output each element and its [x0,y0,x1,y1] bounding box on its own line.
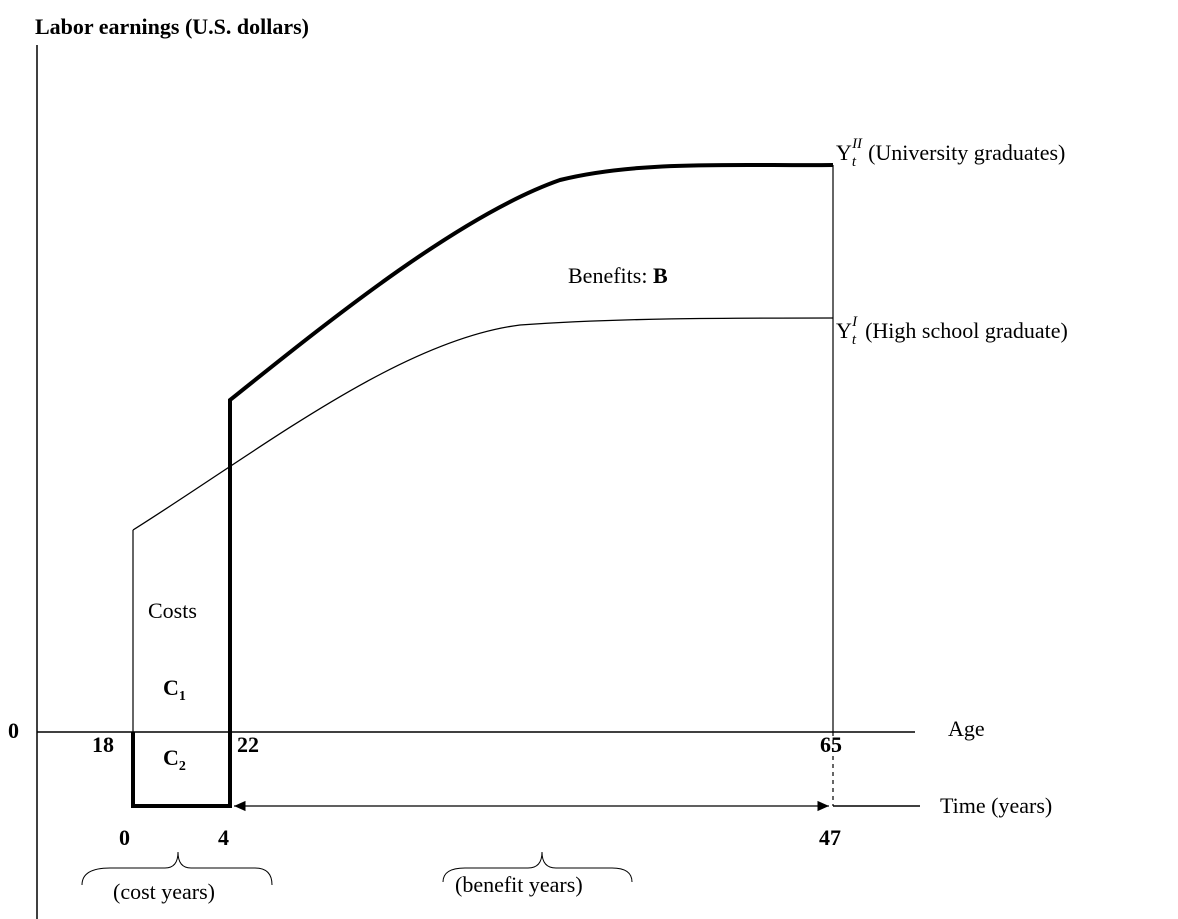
hs-curve [132,317,834,531]
c1: C1 [163,675,186,704]
uni-curve [131,162,834,808]
benefit-years: (benefit years) [455,872,583,897]
benefits: Benefits: B [568,263,668,288]
time-label: Time (years) [940,793,1052,818]
cost-brace [81,851,273,886]
age-tick: 65 [820,732,842,757]
age-tick: 22 [237,732,259,757]
benefit-brace [442,851,633,883]
age-tick: 18 [92,732,114,757]
time-tick: 0 [119,825,130,850]
uni-label: YtII (University graduates) [836,136,1065,170]
time-tick: 4 [218,825,229,850]
cost-years: (cost years) [113,879,215,904]
hs-label: YtI (High school graduate) [836,314,1068,348]
time-tick: 47 [819,825,841,850]
age-label: Age [948,716,985,741]
title: Labor earnings (U.S. dollars) [35,14,309,39]
y-origin: 0 [8,718,19,743]
c2: C2 [163,745,186,774]
costs: Costs [148,598,197,623]
